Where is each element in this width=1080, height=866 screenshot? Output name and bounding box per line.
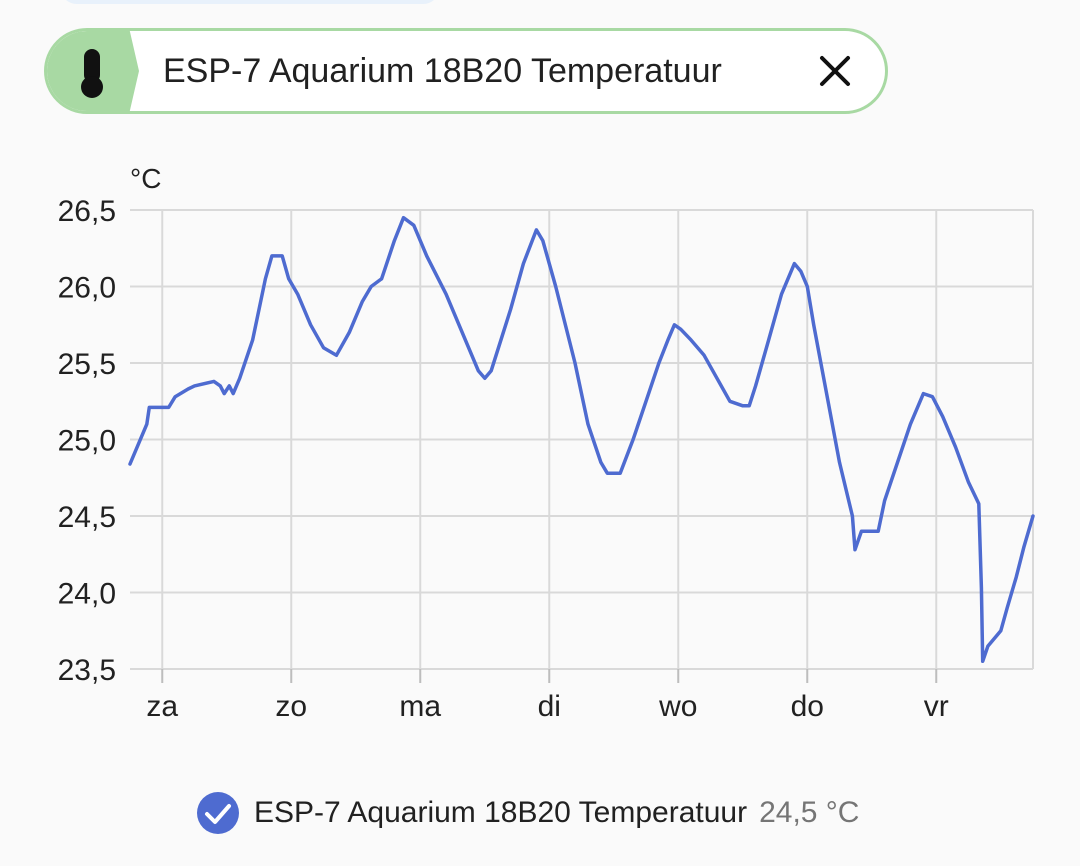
y-tick-label: 26,5 xyxy=(58,195,116,228)
x-tick-label: za xyxy=(146,690,178,723)
legend-current-value: 24,5 °C xyxy=(759,796,860,829)
x-tick-label: wo xyxy=(658,690,697,723)
x-tick-label: di xyxy=(538,690,561,723)
y-tick-label: 25,0 xyxy=(58,425,116,458)
top-card-edge xyxy=(60,0,440,4)
thermometer-icon xyxy=(47,31,139,111)
checkmark-circle-icon xyxy=(197,792,239,834)
y-axis-label: °C xyxy=(130,163,161,194)
x-tick-label: vr xyxy=(924,690,949,723)
x-tick-label: ma xyxy=(399,690,441,723)
entity-chip-label: ESP-7 Aquarium 18B20 Temperatuur xyxy=(163,51,722,90)
y-tick-label: 24,5 xyxy=(58,501,116,534)
y-tick-label: 24,0 xyxy=(58,578,116,611)
legend-series-name: ESP-7 Aquarium 18B20 Temperatuur xyxy=(254,796,748,829)
close-icon[interactable] xyxy=(803,39,867,103)
chart-axes: 26,5 26,0 25,5 25,0 24,5 24,0 23,5 za zo ma di wo do… xyxy=(58,195,949,723)
entity-chip[interactable]: ESP-7 Aquarium 18B20 Temperatuur xyxy=(44,28,888,114)
x-tick-label: do xyxy=(791,690,824,723)
y-tick-label: 25,5 xyxy=(58,348,116,381)
temperature-series-line xyxy=(128,215,1035,664)
chart-grid xyxy=(130,209,1034,670)
legend-item[interactable]: ESP-7 Aquarium 18B20 Temperatuur 24,5 °C xyxy=(196,790,859,836)
temperature-chart: 26,5 26,0 25,5 25,0 24,5 24,0 23,5 za zo ma di wo do… xyxy=(58,163,1035,723)
y-tick-label: 26,0 xyxy=(58,272,116,305)
x-tick-label: zo xyxy=(275,690,307,723)
chart-series xyxy=(128,215,1035,664)
y-tick-label: 23,5 xyxy=(58,654,116,687)
